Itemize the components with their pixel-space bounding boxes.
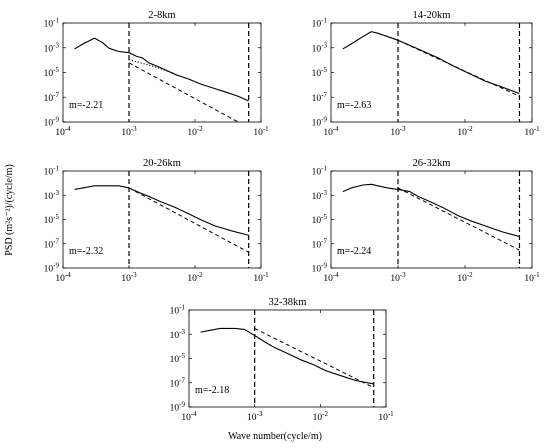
series-line-dashed <box>254 328 374 389</box>
panel-title: 26-32km <box>413 158 451 169</box>
y-tick-label: 10-3 <box>44 41 60 54</box>
y-axis-label: PSD (m²s⁻²)/(cycle/m) <box>4 164 15 256</box>
y-tick-label: 10-5 <box>170 352 186 365</box>
plot-area <box>342 171 521 268</box>
panel-2: 10-4 10-3 10-2 10-1 10-9 10-7 10-5 10-3 10-1 14-2… <box>312 10 541 138</box>
series-line-dashed <box>397 187 520 251</box>
plot-area <box>342 23 521 122</box>
series-line-dashed <box>397 39 520 97</box>
plot-area <box>74 171 250 268</box>
panel-4: 10-4 10-3 10-2 10-1 10-9 10-7 10-5 10-3 10-1 26-3… <box>312 158 541 284</box>
slope-label: m=-2.18 <box>195 385 229 396</box>
series-line-solid <box>74 185 249 236</box>
panel-title: 14-20km <box>413 10 451 21</box>
y-tick-label: 10-9 <box>44 116 60 129</box>
panel-title: 32-38km <box>269 297 307 308</box>
y-tick-label: 10-9 <box>312 262 328 275</box>
x-tick-label: 10-4 <box>55 271 71 284</box>
y-tick-label: 10-5 <box>312 66 328 79</box>
x-tick-label: 10-3 <box>247 410 263 423</box>
y-tick-label: 10-5 <box>44 213 60 226</box>
x-tick-label: 10-1 <box>253 125 269 138</box>
x-tick-label: 10-4 <box>55 125 71 138</box>
panel-5: 10-4 10-3 10-2 10-1 10-9 10-7 10-5 10-3 10-1 32-3… <box>170 297 395 423</box>
y-tick-label: 10-3 <box>170 328 186 341</box>
x-tick-label: 10-4 <box>323 271 339 284</box>
y-tick-label: 10-1 <box>312 17 328 30</box>
y-tick-label: 10-9 <box>44 262 60 275</box>
x-tick-label: 10-3 <box>390 125 406 138</box>
x-tick-label: 10-2 <box>313 410 329 423</box>
y-tick-label: 10-9 <box>312 116 328 129</box>
y-tick-label: 10-1 <box>312 165 328 178</box>
y-tick-label: 10-7 <box>170 376 186 389</box>
y-tick-label: 10-1 <box>170 304 186 317</box>
x-tick-label: 10-3 <box>121 271 137 284</box>
y-tick-label: 10-7 <box>44 91 60 104</box>
x-tick-label: 10-1 <box>378 410 394 423</box>
series-line-solid <box>200 327 374 385</box>
y-tick-label: 10-3 <box>312 189 328 202</box>
x-tick-label: 10-4 <box>181 410 197 423</box>
x-tick-label: 10-3 <box>390 271 406 284</box>
x-tick-label: 10-1 <box>524 271 540 284</box>
y-tick-label: 10-3 <box>44 189 60 202</box>
x-axis-label: Wave number(cycle/m) <box>228 431 322 442</box>
y-tick-label: 10-7 <box>44 237 60 250</box>
plot-area <box>200 310 375 407</box>
y-tick-label: 10-1 <box>44 17 60 30</box>
panel-3: 10-4 10-3 10-2 10-1 10-9 10-7 10-5 10-3 10-1 20-2… <box>44 158 270 284</box>
series-line-dashed <box>128 187 249 253</box>
series-line-dashed <box>128 62 239 122</box>
y-tick-label: 10-7 <box>312 91 328 104</box>
x-tick-label: 10-3 <box>121 125 137 138</box>
x-tick-label: 10-1 <box>524 125 540 138</box>
series-line-solid <box>342 31 520 95</box>
x-tick-label: 10-2 <box>187 125 203 138</box>
slope-label: m=-2.21 <box>69 100 103 111</box>
panel-title: 2-8km <box>148 10 175 21</box>
y-tick-label: 10-5 <box>44 66 60 79</box>
x-tick-label: 10-4 <box>323 125 339 138</box>
y-tick-label: 10-7 <box>312 237 328 250</box>
y-tick-label: 10-9 <box>170 401 186 414</box>
y-tick-label: 10-1 <box>44 165 60 178</box>
panel-title: 20-26km <box>143 158 181 169</box>
series-line-solid <box>74 37 249 102</box>
x-tick-label: 10-2 <box>457 125 473 138</box>
panels: 10-4 10-3 10-2 10-1 10-9 10-7 10-5 10-3 10-1 2-8k… <box>44 10 541 423</box>
panel-1: 10-4 10-3 10-2 10-1 10-9 10-7 10-5 10-3 10-1 2-8k… <box>44 10 270 138</box>
y-tick-label: 10-3 <box>312 41 328 54</box>
plot-area <box>74 23 250 122</box>
x-tick-label: 10-2 <box>457 271 473 284</box>
slope-label: m=-2.24 <box>337 246 371 257</box>
y-tick-label: 10-5 <box>312 213 328 226</box>
slope-label: m=-2.32 <box>69 246 103 257</box>
slope-label: m=-2.63 <box>337 100 371 111</box>
x-tick-label: 10-1 <box>253 271 269 284</box>
series-line-solid <box>342 183 520 237</box>
x-tick-label: 10-2 <box>187 271 203 284</box>
